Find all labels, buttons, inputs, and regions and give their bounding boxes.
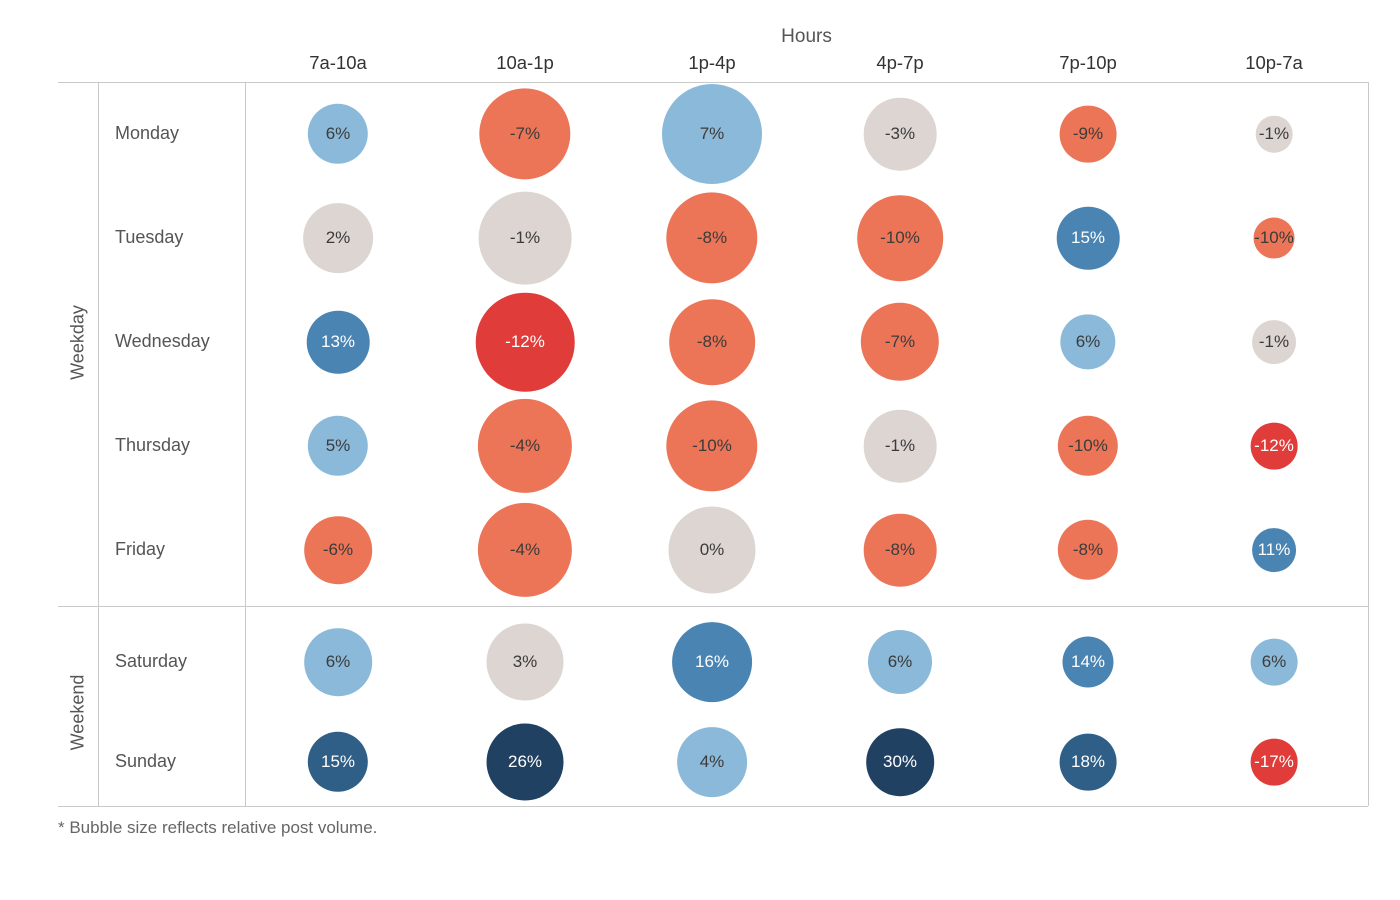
x-axis-label: 7p-10p: [1018, 52, 1158, 74]
bubble: [1062, 636, 1113, 687]
row-label: Monday: [115, 123, 245, 144]
x-axis-title: Hours: [245, 26, 1368, 48]
bubble: [1252, 320, 1296, 364]
bubble: [857, 195, 943, 281]
row-label: Friday: [115, 539, 245, 560]
bubble: [861, 303, 939, 381]
bubble: [1060, 106, 1117, 163]
bubble: [1060, 734, 1117, 791]
bubble: [308, 732, 368, 792]
bubble: [1254, 218, 1295, 259]
bubble: [666, 400, 757, 491]
bubble: [1058, 520, 1118, 580]
bubble: [864, 514, 937, 587]
bubble: [304, 516, 372, 584]
bubble: [487, 724, 564, 801]
x-axis-label: 10p-7a: [1204, 52, 1344, 74]
bubble: [672, 622, 752, 702]
row-label: Thursday: [115, 435, 245, 456]
x-axis-label: 4p-7p: [830, 52, 970, 74]
row-label: Sunday: [115, 751, 245, 772]
bubble-matrix-chart: Hours 7a-10a 10a-1p 1p-4p 4p-7p 7p-10p 10p-7a W…: [30, 20, 1370, 840]
bubble: [662, 84, 762, 184]
x-axis-label: 1p-4p: [642, 52, 782, 74]
bubble: [1058, 416, 1118, 476]
bubble: [1251, 639, 1298, 686]
bubble: [666, 192, 757, 283]
bubble: [864, 98, 937, 171]
bubble: [476, 293, 575, 392]
bubble: [307, 311, 370, 374]
bubble: [304, 628, 372, 696]
bubble: [1251, 423, 1298, 470]
bubble: [677, 727, 747, 797]
bubble: [1251, 739, 1298, 786]
group-label: Weekday: [68, 293, 89, 393]
row-label: Wednesday: [115, 331, 245, 352]
bubble: [308, 104, 368, 164]
group-label: Weekend: [68, 663, 89, 763]
bubble: [1060, 314, 1115, 369]
row-label: Saturday: [115, 651, 245, 672]
row-label: Tuesday: [115, 227, 245, 248]
bubble: [303, 203, 373, 273]
bubble: [1057, 207, 1120, 270]
x-axis-label: 7a-10a: [268, 52, 408, 74]
bubble: [669, 299, 755, 385]
bubble: [479, 192, 572, 285]
x-axis-label: 10a-1p: [455, 52, 595, 74]
footnote: * Bubble size reflects relative post vol…: [58, 818, 377, 838]
bubble: [308, 416, 368, 476]
bubble: [478, 399, 572, 493]
bubble: [864, 410, 937, 483]
bubble: [668, 506, 755, 593]
bubble: [479, 88, 570, 179]
bubble: [1256, 116, 1293, 153]
bubble: [866, 728, 934, 796]
bubble: [478, 503, 572, 597]
bubble: [487, 624, 564, 701]
bubble: [1252, 528, 1296, 572]
bubble: [868, 630, 932, 694]
